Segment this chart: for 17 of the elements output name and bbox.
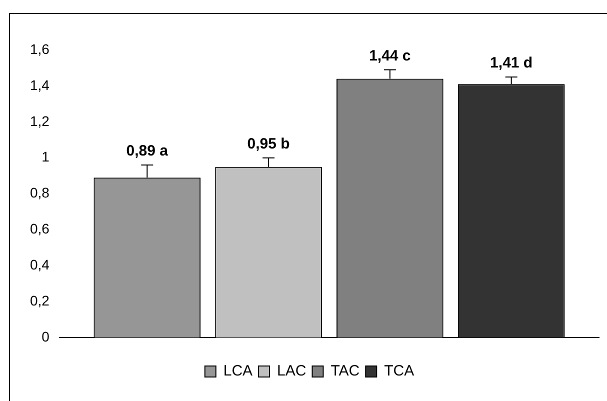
- y-tick-label: 1,6: [30, 40, 50, 57]
- data-label: 1,44 c: [369, 47, 411, 64]
- legend-label: LAC: [277, 362, 306, 380]
- y-tick-label: 0,6: [30, 220, 50, 237]
- y-tick-label: 1: [42, 148, 50, 165]
- data-label: 0,89 a: [126, 142, 169, 160]
- legend-label: LCA: [223, 362, 253, 380]
- data-label: 1,41 d: [490, 54, 533, 72]
- y-tick-label: 1,4: [30, 76, 50, 93]
- legend-label: TAC: [330, 362, 360, 380]
- data-label: 0,95 b: [247, 135, 290, 152]
- y-tick-label: 0,8: [30, 184, 50, 201]
- y-tick-label: 0: [42, 328, 50, 344]
- y-tick-label: 0,2: [30, 292, 50, 309]
- y-tick-label: 1,2: [30, 112, 50, 129]
- legend-label: TCA: [384, 362, 414, 380]
- y-tick-label: 0,4: [30, 256, 50, 273]
